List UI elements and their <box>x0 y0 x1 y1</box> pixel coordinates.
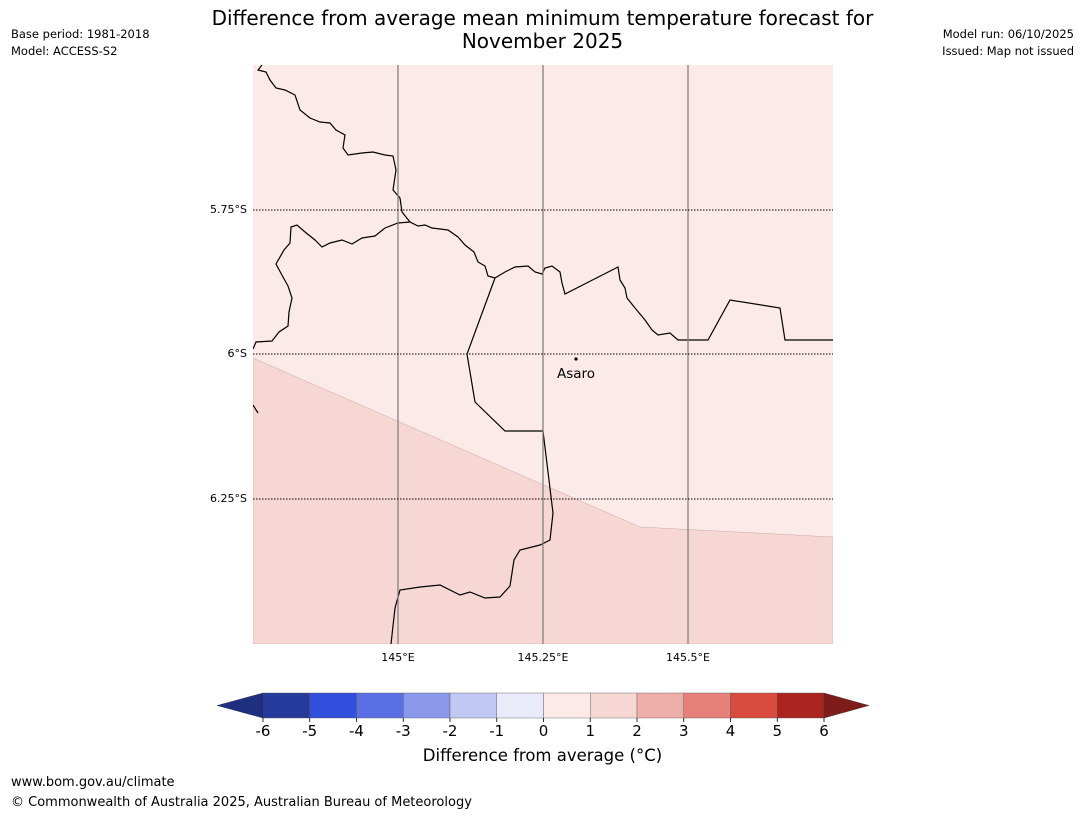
issued-status: Issued: Map not issued <box>942 44 1074 58</box>
meta-left: Base period: 1981-2018 Model: ACCESS-S2 <box>11 26 150 60</box>
lon-label-145-5e: 145.5°E <box>666 651 710 664</box>
footer-url: www.bom.gov.au/climate <box>11 775 175 790</box>
colorbar-bin <box>356 692 404 719</box>
colorbar-tick-label: -6 <box>256 722 271 740</box>
model-run: Model run: 06/10/2025 <box>942 27 1074 41</box>
province-border <box>256 65 833 341</box>
colorbar-bin <box>496 692 544 719</box>
title-line-2: November 2025 <box>461 29 624 53</box>
colorbar-label: Difference from average (°C) <box>422 746 663 765</box>
colorbar-tick-label: 4 <box>726 722 736 740</box>
colorbar: -6 -5 -4 -3 -2 -1 0 1 2 3 4 5 6 <box>216 692 870 740</box>
asaro-label: Asaro <box>557 366 595 382</box>
colorbar-under-arrow <box>216 692 264 719</box>
colorbar-bin <box>777 692 825 719</box>
lon-label-145e: 145°E <box>381 651 414 664</box>
colorbar-tick-label: 3 <box>679 722 689 740</box>
colorbar-tick-label: -4 <box>349 722 364 740</box>
asaro-marker <box>574 357 578 361</box>
colorbar-tick-label: -5 <box>302 722 317 740</box>
colorbar-tick-label: 0 <box>539 722 549 740</box>
colorbar-bin <box>262 692 310 719</box>
colorbar-bin <box>403 692 451 719</box>
meta-right: Model run: 06/10/2025 Issued: Map not is… <box>942 26 1074 60</box>
colorbar-bin <box>636 692 684 719</box>
lat-label-6s: 6°S <box>228 347 247 360</box>
colorbar-tick-label: 2 <box>632 722 642 740</box>
colorbar-bin <box>590 692 638 719</box>
model-name: Model: ACCESS-S2 <box>11 44 118 58</box>
colorbar-bin <box>543 692 591 719</box>
colorbar-bin <box>309 692 357 719</box>
colorbar-tick-label: -3 <box>396 722 411 740</box>
colorbar-bin <box>449 692 497 719</box>
colorbar-tick-label: 6 <box>819 722 829 740</box>
lon-label-145-25e: 145.25°E <box>518 651 569 664</box>
colorbar-bin <box>730 692 778 719</box>
colorbar-bin <box>683 692 731 719</box>
base-period: Base period: 1981-2018 <box>11 27 150 41</box>
lat-label-6-25s: 6.25°S <box>210 492 247 505</box>
colorbar-tick-label: 5 <box>772 722 782 740</box>
map-title: Difference from average mean minimum tem… <box>180 7 905 53</box>
colorbar-tick-label: -2 <box>443 722 458 740</box>
province-border <box>253 221 411 350</box>
colorbar-tick-label: 1 <box>585 722 595 740</box>
province-border <box>390 277 554 644</box>
colorbar-tick-label: -1 <box>489 722 504 740</box>
lat-label-5-75s: 5.75°S <box>210 203 247 216</box>
footer-copyright: © Commonwealth of Australia 2025, Austra… <box>11 795 472 810</box>
province-border <box>253 404 259 414</box>
title-line-1: Difference from average mean minimum tem… <box>211 6 874 30</box>
colorbar-over-arrow <box>823 692 870 719</box>
